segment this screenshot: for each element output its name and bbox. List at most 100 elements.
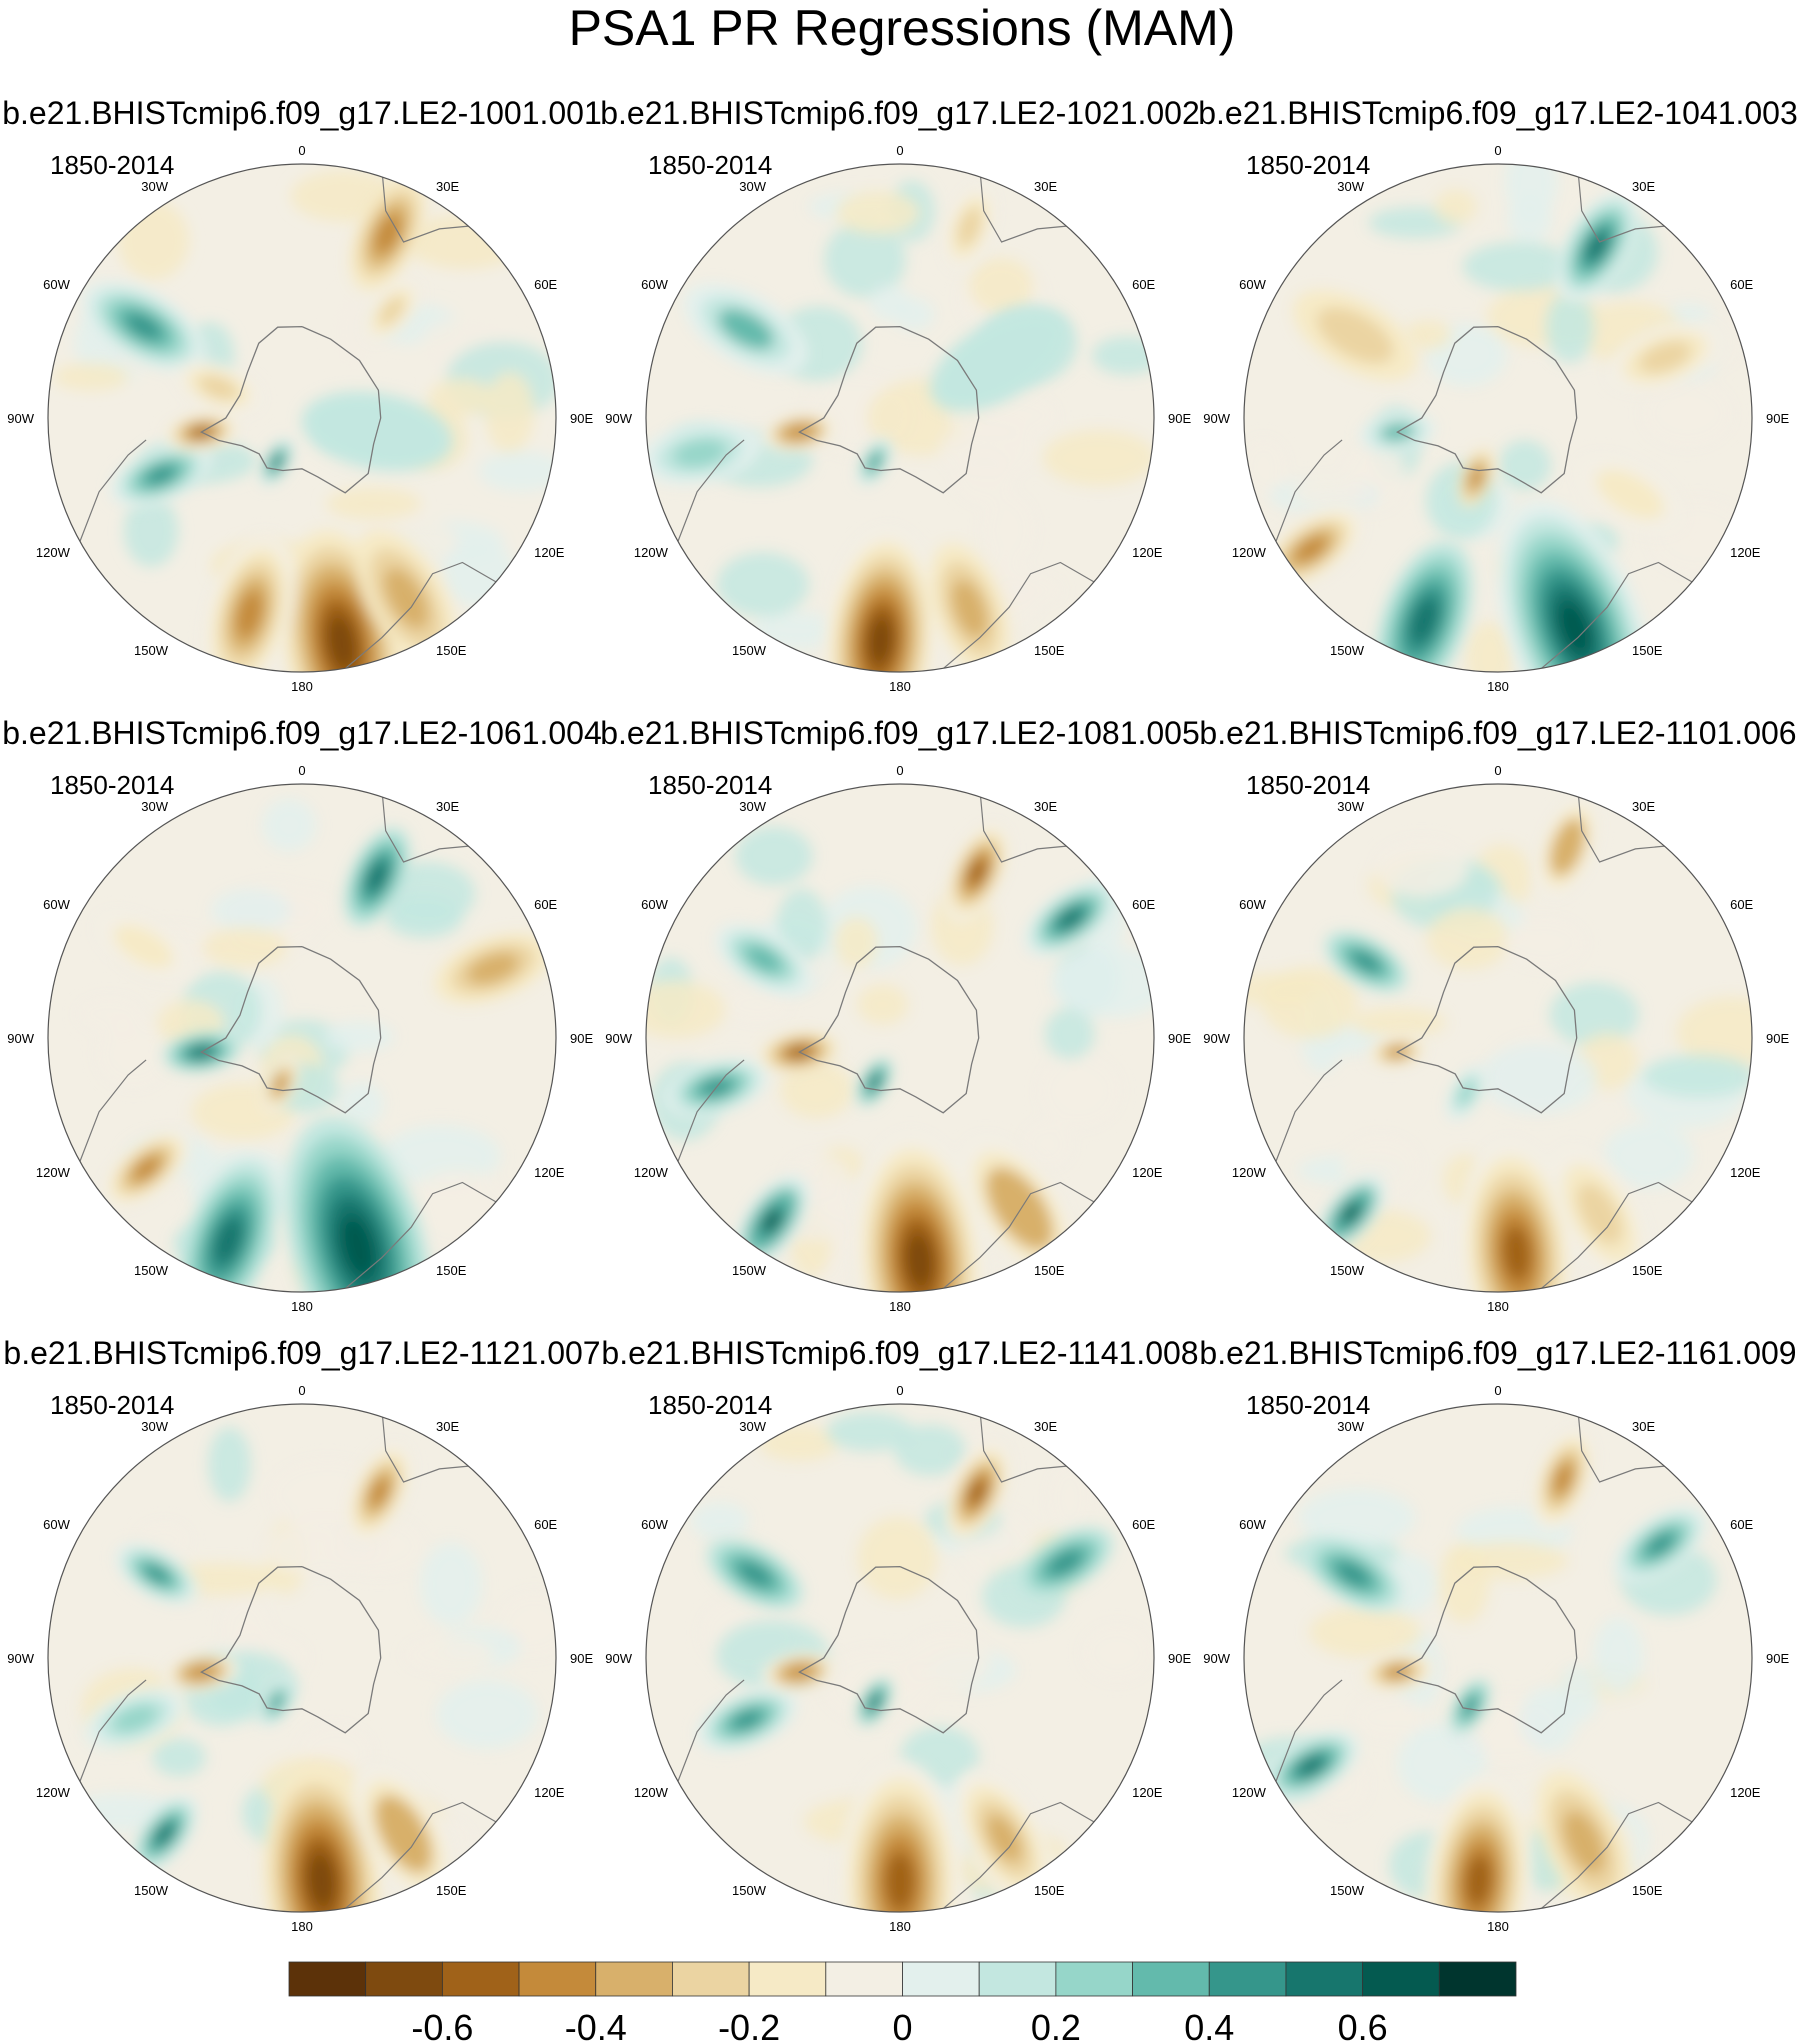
coastline (337, 1801, 501, 1912)
panel-title: b.e21.BHISTcmip6.f09_g17.LE2-1121.007 (3, 1335, 600, 1371)
longitude-label: 150E (1034, 1263, 1065, 1278)
map-boundary (1243, 163, 1753, 673)
anomaly-core (467, 952, 519, 985)
anomaly-core (930, 310, 1068, 412)
coastline (1577, 791, 1672, 863)
anomaly-core (1048, 1550, 1082, 1576)
colorbar-box (518, 1961, 597, 1997)
anomaly-blob (983, 494, 1035, 566)
anomaly-blob (1545, 291, 1595, 363)
panel-period: 1850-2014 (1246, 770, 1370, 800)
longitude-label: 120E (534, 1165, 565, 1180)
longitude-label: 60W (43, 277, 70, 292)
coastline (675, 1679, 745, 1788)
anomaly-blob (1038, 1054, 1121, 1128)
map-boundary (1243, 1403, 1753, 1913)
strong-anomalies (664, 822, 1117, 1292)
colorbar-box (902, 1961, 980, 1997)
longitude-label: 120E (1132, 1785, 1163, 1800)
anomaly-blob (1374, 838, 1469, 897)
longitude-label: 150W (1330, 643, 1365, 658)
anomaly-blob (1507, 197, 1552, 243)
anomaly-blob (1480, 1042, 1597, 1114)
anomaly-core (133, 1157, 160, 1181)
longitude-label: 120W (36, 545, 71, 560)
regression-field (48, 784, 556, 1292)
panel-grid: b.e21.BHISTcmip6.f09_g17.LE2-1001.001 185… (2, 95, 1798, 1934)
panel-period: 1850-2014 (50, 770, 174, 800)
longitude-label: 30E (1632, 799, 1655, 814)
anomaly-blob (857, 984, 909, 1025)
anomaly-core (746, 946, 781, 972)
anomaly-core (367, 862, 387, 892)
anomaly-blob (1504, 917, 1585, 968)
colorbar-box (595, 1961, 673, 1997)
colorbar-box (288, 1961, 367, 1997)
anomaly-blob (826, 1411, 913, 1452)
panel-title: b.e21.BHISTcmip6.f09_g17.LE2-1041.003 (1198, 95, 1798, 131)
anomaly-blob (725, 986, 790, 1022)
colorbar-tick-label: 0 (892, 2007, 912, 2042)
longitude-label: 150W (732, 1263, 767, 1278)
panel-title: b.e21.BHISTcmip6.f09_g17.LE2-1141.008 (601, 1335, 1198, 1371)
longitude-label: 30W (739, 1419, 766, 1434)
longitude-label: 150W (134, 643, 169, 658)
coastline (1273, 1679, 1343, 1788)
longitude-label: 150E (1632, 1883, 1663, 1898)
coastline (1273, 1059, 1343, 1168)
anomaly-blob (1449, 1541, 1569, 1580)
anomaly-core (905, 1233, 934, 1288)
colorbar-box (1132, 1961, 1210, 1997)
panel-title: b.e21.BHISTcmip6.f09_g17.LE2-1101.006 (1199, 715, 1796, 751)
longitude-label: 60E (1132, 277, 1155, 292)
longitude-label: 90W (7, 1651, 34, 1666)
longitude-label: 30W (739, 799, 766, 814)
longitude-label: 0 (298, 1383, 305, 1398)
anomaly-core (1295, 536, 1326, 562)
anomaly-core (1558, 601, 1591, 655)
anomaly-core (1577, 1183, 1623, 1245)
coastline (1533, 1181, 1697, 1292)
coastline (77, 1059, 147, 1168)
longitude-label: 90W (7, 411, 34, 426)
longitude-label: 60E (534, 1517, 557, 1532)
panel-8: b.e21.BHISTcmip6.f09_g17.LE2-1141.008 185… (601, 1335, 1198, 1934)
anomaly-blob (208, 1427, 251, 1502)
longitude-label: 180 (889, 1919, 911, 1934)
longitude-label: 0 (896, 143, 903, 158)
longitude-label: 60E (1132, 897, 1155, 912)
anomaly-core (885, 1851, 915, 1912)
anomaly-core (214, 1218, 243, 1264)
panel-6: b.e21.BHISTcmip6.f09_g17.LE2-1101.006 185… (1199, 715, 1796, 1314)
anomaly-blob (1092, 336, 1154, 375)
longitude-label: 180 (291, 1299, 313, 1314)
longitude-label: 60W (43, 1517, 70, 1532)
anomaly-blob (1504, 164, 1558, 220)
anomaly-core (374, 214, 402, 254)
longitude-label: 150W (1330, 1883, 1365, 1898)
anomaly-blob (261, 1521, 379, 1575)
coastline (935, 1181, 1099, 1292)
anomaly-core (869, 1075, 880, 1089)
longitude-label: 30E (1034, 179, 1057, 194)
colorbar-tick-label: 0.6 (1338, 2007, 1388, 2042)
longitude-label: 90W (605, 1031, 632, 1046)
anomaly-blob (716, 552, 810, 617)
longitude-label: 180 (889, 679, 911, 694)
anomaly-blob (443, 540, 516, 608)
anomaly-blob (1642, 380, 1733, 447)
colorbar-tick-label: -0.6 (411, 2007, 473, 2042)
regression-field (48, 164, 556, 672)
anomaly-core (156, 1824, 173, 1844)
panel-3: b.e21.BHISTcmip6.f09_g17.LE2-1041.003 185… (1198, 95, 1798, 694)
longitude-label: 120E (1730, 1165, 1761, 1180)
anomaly-blob (776, 888, 828, 963)
coastline (381, 1411, 476, 1483)
panel-1: b.e21.BHISTcmip6.f09_g17.LE2-1001.001 185… (2, 95, 602, 694)
anomaly-blob (1044, 1008, 1095, 1060)
panel-period: 1850-2014 (648, 1390, 772, 1420)
anomaly-blob (404, 1636, 494, 1673)
coastline (1396, 325, 1578, 494)
panel-9: b.e21.BHISTcmip6.f09_g17.LE2-1161.009 185… (1199, 1335, 1796, 1934)
